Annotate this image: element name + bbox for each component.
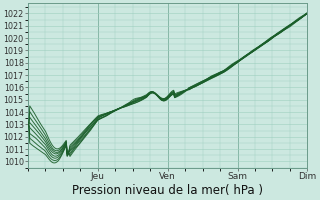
X-axis label: Pression niveau de la mer( hPa ): Pression niveau de la mer( hPa ) <box>72 184 263 197</box>
